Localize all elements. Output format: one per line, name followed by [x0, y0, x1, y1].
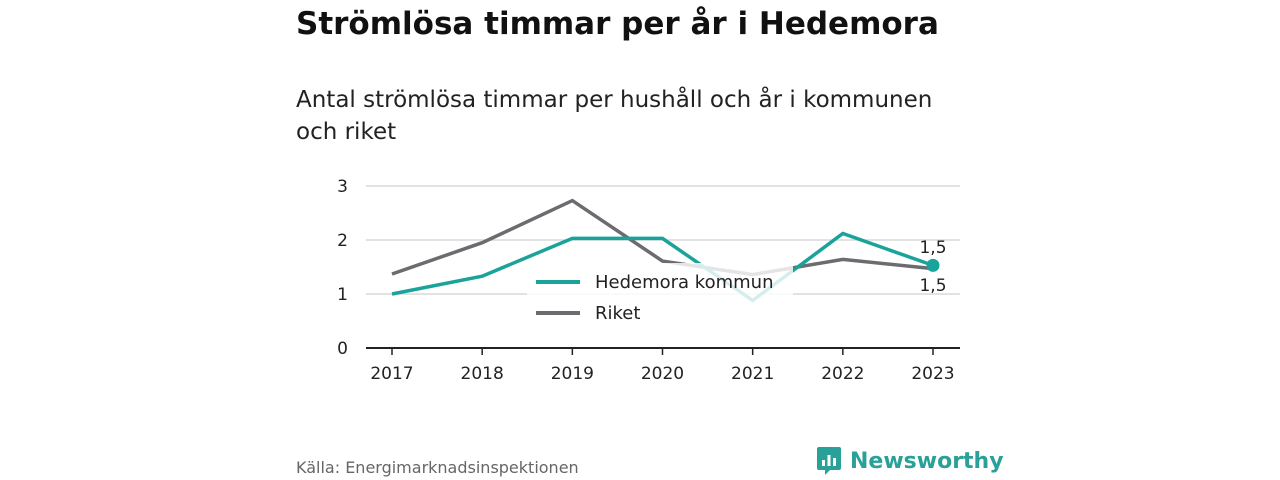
- x-tick-label: 2019: [551, 364, 594, 384]
- x-tick-label: 2022: [821, 364, 864, 384]
- endpoint-dot-hedemora: [926, 258, 940, 272]
- chart-subtitle: Antal strömlösa timmar per hushåll och å…: [296, 87, 933, 145]
- legend: Hedemora kommun Riket: [527, 263, 793, 329]
- label-layer: 1,5 1,5: [919, 238, 946, 296]
- x-tick-label: 2018: [461, 364, 504, 384]
- x-tick-label: 2020: [641, 364, 684, 384]
- end-label-riket: 1,5: [919, 276, 946, 296]
- series-line-riket: [391, 198, 934, 277]
- axis-layer: 0 1 2 3 2017 2018 2019 2020 2021 2022 2023: [337, 177, 960, 384]
- legend-label-hedemora: Hedemora kommun: [595, 272, 774, 293]
- source-note: Källa: Energimarknadsinspektionen: [296, 458, 579, 477]
- brand-name: Newsworthy: [850, 448, 1004, 474]
- chart-title: Strömlösa timmar per år i Hedemora: [296, 6, 939, 42]
- line-layer: [391, 198, 940, 303]
- legend-label-riket: Riket: [595, 303, 640, 324]
- x-tick-label: 2023: [911, 364, 954, 384]
- y-tick-label: 3: [337, 177, 348, 197]
- x-tick-label: 2017: [370, 364, 413, 384]
- y-tick-label: 0: [337, 339, 348, 359]
- legend-background: [527, 263, 793, 329]
- series-line-hedemora: [391, 231, 934, 303]
- end-label-hedemora: 1,5: [919, 238, 946, 258]
- line-chart: 0 1 2 3 2017 2018 2019 2020 2021 2022 2023 1,51,5 …: [337, 177, 960, 384]
- y-tick-label: 2: [337, 231, 348, 251]
- newsworthy-logo-icon: [817, 447, 841, 475]
- brand-logo: Newsworthy: [816, 446, 1004, 476]
- x-tick-label: 2021: [731, 364, 774, 384]
- y-tick-label: 1: [337, 285, 348, 305]
